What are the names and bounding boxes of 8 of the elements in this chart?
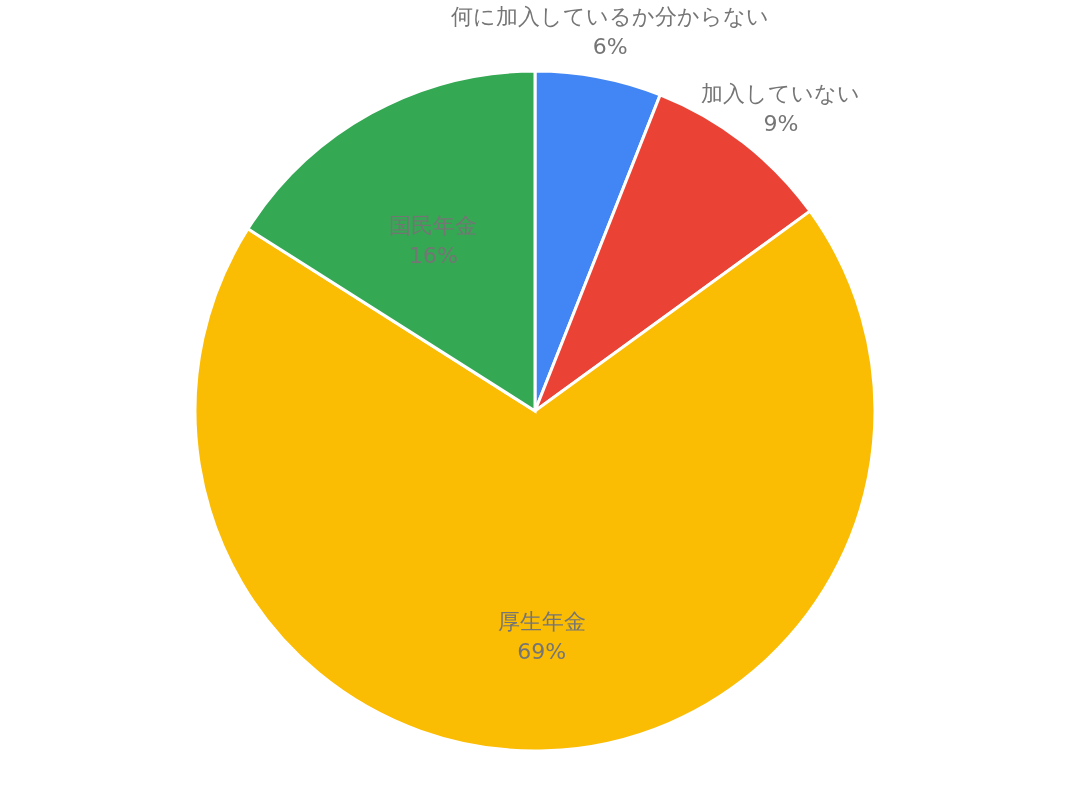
- data-label: 16%: [408, 243, 458, 269]
- data-label: 6%: [592, 33, 628, 59]
- slice-label: 国民年金: [389, 213, 478, 239]
- data-label: 69%: [517, 638, 567, 664]
- slice-label: 厚生年金: [497, 608, 586, 634]
- slice-label: 加入していない: [701, 80, 861, 106]
- slice-label: 何に加入しているか分からない: [451, 3, 770, 29]
- data-label: 9%: [763, 110, 799, 136]
